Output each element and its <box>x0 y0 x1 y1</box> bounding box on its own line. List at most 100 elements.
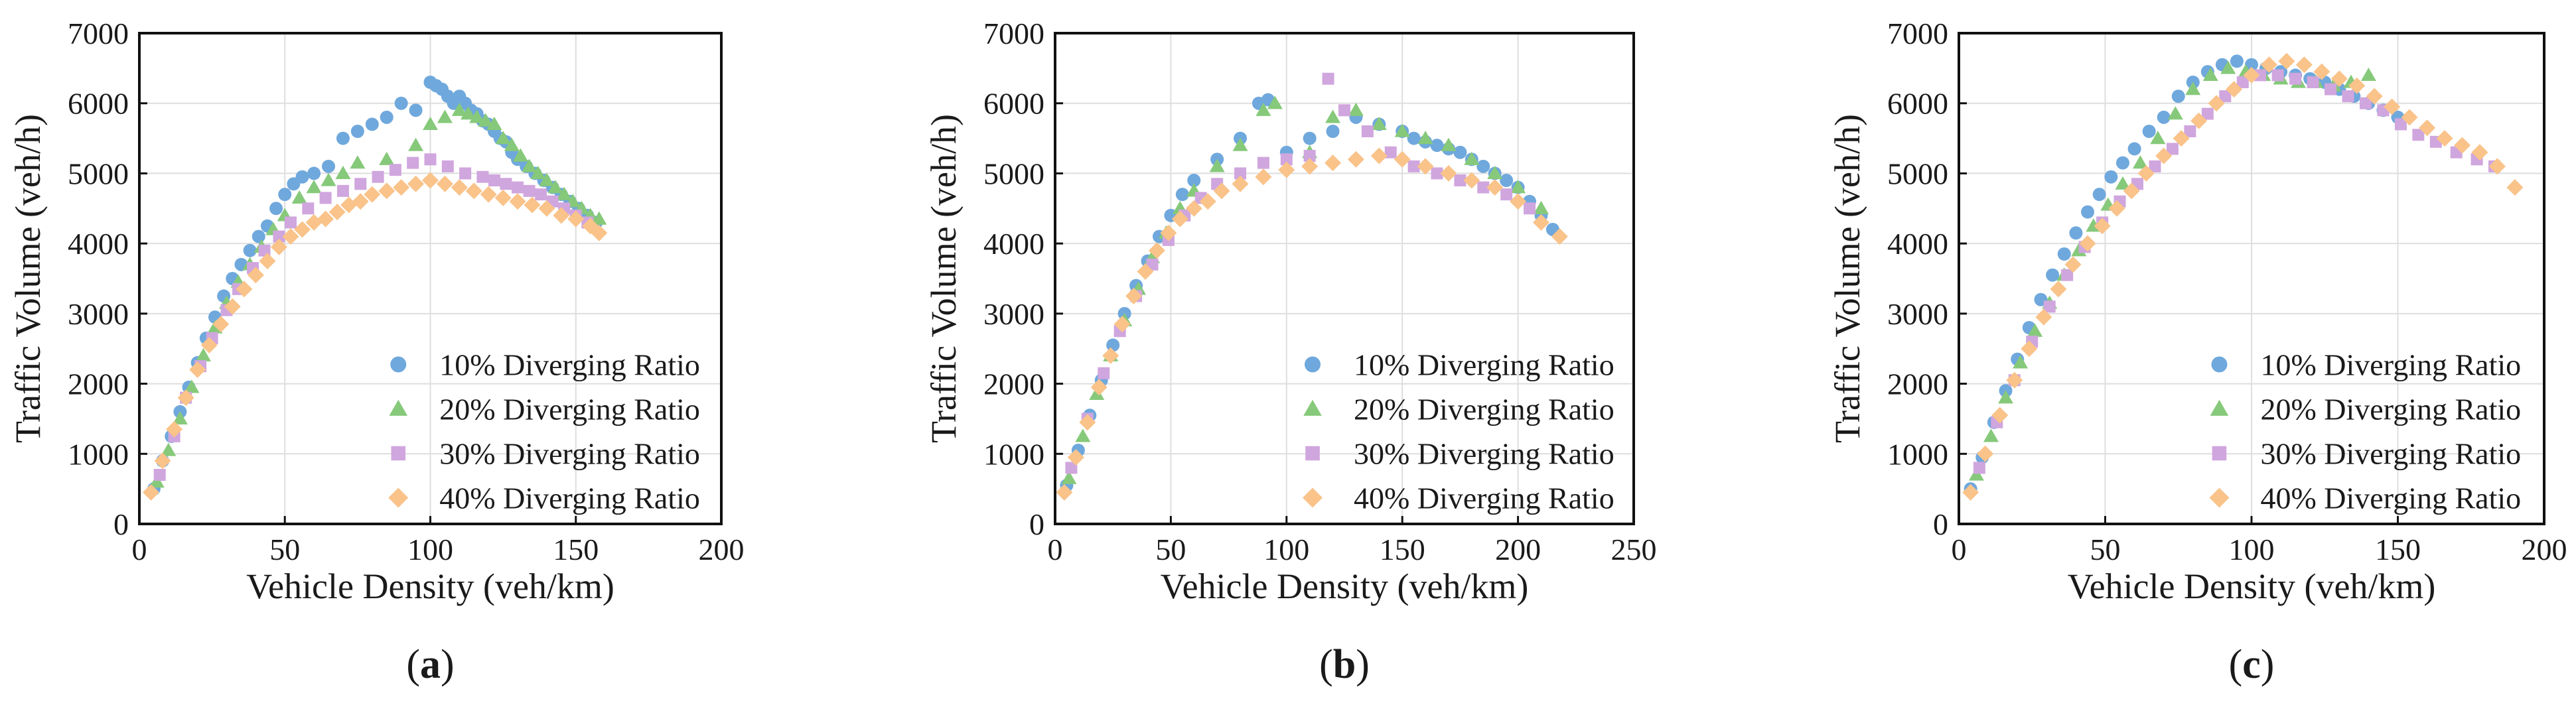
data-point <box>1348 102 1364 116</box>
data-point <box>2254 69 2267 82</box>
series-4 <box>1056 147 1568 501</box>
data-point <box>1326 125 1340 138</box>
data-point <box>1187 174 1201 187</box>
legend-marker-triangle <box>389 399 408 416</box>
data-point <box>424 153 437 166</box>
data-point <box>236 281 253 298</box>
x-tick-label: 250 <box>1611 533 1657 566</box>
legend-item: 10% Diverging Ratio <box>2211 348 2521 382</box>
legend: 10% Diverging Ratio 20% Diverging Ratio 30… <box>2209 348 2521 515</box>
data-point <box>2069 226 2083 240</box>
data-point <box>451 102 467 116</box>
legend-label: 30% Diverging Ratio <box>1354 437 1614 471</box>
y-axis-title: Traffic Volume (veh/h) <box>1827 114 1867 443</box>
data-point <box>1407 131 1421 145</box>
x-tick-label: 150 <box>553 533 599 566</box>
data-point <box>1973 462 1985 474</box>
data-point <box>1510 180 1526 194</box>
data-point <box>2366 88 2383 105</box>
data-point <box>291 190 307 204</box>
data-point <box>1089 386 1105 401</box>
data-point <box>365 117 379 131</box>
data-point <box>2295 56 2313 74</box>
data-point <box>2013 355 2029 369</box>
data-point <box>408 137 424 151</box>
data-point <box>1338 104 1350 117</box>
data-point <box>2155 147 2173 164</box>
data-point <box>2115 176 2131 190</box>
data-point <box>2092 188 2106 202</box>
data-point <box>1962 483 1979 501</box>
data-point <box>247 267 264 284</box>
y-tick-label: 1000 <box>68 437 129 471</box>
data-point <box>2185 82 2201 96</box>
data-point <box>1148 242 1165 259</box>
data-point <box>378 182 395 200</box>
data-point <box>2359 97 2372 109</box>
data-point <box>1209 159 1225 172</box>
data-point <box>307 166 321 180</box>
data-point <box>2190 112 2208 129</box>
data-point <box>2021 340 2038 357</box>
data-point <box>556 186 572 200</box>
data-point <box>1384 146 1397 159</box>
legend-item: 10% Diverging Ratio <box>390 348 700 382</box>
y-tick-label: 0 <box>1933 507 1948 541</box>
legend-marker-diamond <box>2209 487 2230 508</box>
legend-label: 20% Diverging Ratio <box>2260 393 2521 426</box>
data-point <box>1075 428 1091 442</box>
data-point <box>1477 181 1490 194</box>
data-point <box>1347 151 1364 168</box>
data-point <box>2454 137 2471 154</box>
data-point <box>523 184 536 197</box>
data-point <box>322 159 336 173</box>
data-point <box>350 155 366 169</box>
data-point <box>1322 72 1334 85</box>
data-point <box>1125 287 1143 304</box>
data-point <box>512 148 528 162</box>
data-point <box>1983 428 1999 442</box>
data-point <box>285 216 297 229</box>
data-point <box>2360 67 2376 82</box>
data-point <box>394 96 408 110</box>
data-point <box>1280 153 1293 166</box>
data-point <box>1453 145 1467 159</box>
data-point <box>282 228 299 245</box>
data-point <box>2184 125 2196 137</box>
chart-panel-b: 0 50 100 150 200 250 0 1000 2000 3000 4000 5000 6000… <box>924 17 1657 687</box>
data-point <box>504 137 520 151</box>
data-point <box>1991 407 2009 424</box>
x-tick-label: 200 <box>2522 533 2567 566</box>
data-point <box>2330 70 2348 88</box>
data-point <box>461 106 476 120</box>
panel-letter: b <box>1333 642 1356 687</box>
legend-label: 40% Diverging Ratio <box>2260 481 2521 515</box>
data-point <box>1067 449 1084 466</box>
data-point <box>2313 63 2330 80</box>
data-point <box>2230 54 2244 68</box>
data-point <box>1065 462 1078 474</box>
data-point <box>1098 367 1110 379</box>
data-point <box>2043 300 2056 313</box>
y-tick-label: 3000 <box>1887 297 1948 331</box>
x-tick-label: 100 <box>407 533 453 566</box>
data-point <box>1441 137 1457 151</box>
legend-marker-square <box>391 446 406 461</box>
data-point <box>459 167 472 180</box>
data-point <box>1213 182 1230 200</box>
data-point <box>2094 218 2111 235</box>
data-point <box>2201 107 2214 120</box>
data-point <box>389 164 401 176</box>
y-tick-label: 3000 <box>68 297 129 331</box>
data-point <box>2471 144 2488 161</box>
data-point <box>437 109 453 123</box>
data-point <box>509 193 526 210</box>
series-1 <box>1964 54 2405 496</box>
data-point <box>535 188 547 201</box>
data-point <box>1061 470 1077 484</box>
legend-item: 10% Diverging Ratio <box>1305 348 1614 382</box>
x-tick-label: 200 <box>1495 533 1541 566</box>
data-point <box>1301 158 1319 175</box>
legend: 10% Diverging Ratio 20% Diverging Ratio 30… <box>388 348 700 515</box>
data-point <box>436 175 453 192</box>
